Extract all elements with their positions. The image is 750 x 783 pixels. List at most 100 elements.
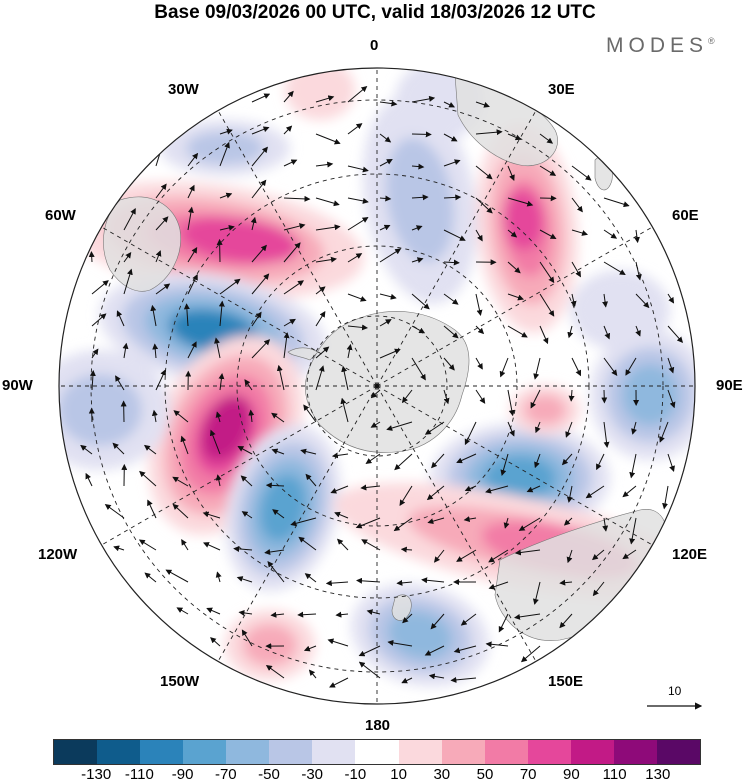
wind-vector-arrow [347,217,369,231]
wind-vector-arrow [443,293,459,305]
latitude-circle [306,315,448,457]
wind-vector-arrow [625,357,637,376]
wind-vector-arrow [411,95,436,103]
wind-vector-arrow [635,261,642,281]
meridian-line [376,220,664,387]
wind-vector-arrow [219,141,230,167]
wind-vector-arrow [370,389,381,399]
wind-vector-arrow [379,224,391,231]
wind-vector-arrow [210,637,221,647]
wind-vector-arrow [629,517,637,545]
meridian-line [376,385,664,552]
wind-vector-arrow [112,442,125,455]
wind-vector-arrow [315,365,325,391]
wind-vector-arrow [219,128,233,135]
wind-vector-arrow [215,474,222,487]
wind-vector-arrow [267,560,285,583]
colorbar-swatch-4 [226,740,270,764]
wind-vector-arrow [379,133,392,143]
wind-vector-arrow [360,484,381,491]
wind-vector-arrow [635,293,650,309]
wind-vector-arrow [421,577,445,584]
wind-vector-arrow [443,357,455,371]
land-polygon [287,347,319,361]
colorbar-swatch-13 [613,740,657,764]
land-polygon [391,594,412,621]
wind-vector-arrow [329,677,349,688]
wind-vector-arrow [155,283,171,295]
wind-vector-arrow [633,229,640,244]
wind-vector-arrow [155,216,169,231]
wind-vector-arrow [485,641,509,648]
wind-vector-arrow [303,645,317,652]
wind-vector-arrow [283,159,298,167]
colorbar-tick-label: -30 [301,766,324,783]
colorbar-swatch-11 [527,740,571,764]
wind-vector-arrow [347,165,369,173]
wind-vector-arrow [426,485,445,501]
wind-vector-arrow [394,453,413,471]
wind-vector-arrow [475,357,483,370]
wind-vector-arrow [331,452,349,459]
wind-vector-arrow [187,152,199,167]
wind-vector-arrow [203,542,221,551]
wind-vector-arrow [283,332,290,359]
wind-vector-arrow [507,421,515,437]
colorbar-swatch-2 [140,740,184,764]
wind-vector-arrow [283,223,306,231]
wind-vector-arrow [123,207,136,231]
wind-vector-arrow [251,273,270,295]
wind-vector-arrow [518,517,541,531]
colorbar-swatch-8 [398,740,442,764]
wind-vector-arrow [500,453,509,476]
wind-vector-arrow [498,613,509,633]
wind-vector-arrow [450,676,477,683]
wind-vector-arrow [346,343,353,359]
colorbar-swatch-10 [484,740,528,764]
wind-vector-arrow [355,517,381,529]
wind-vector-arrow [206,607,221,615]
wind-vector-arrow [233,545,253,552]
wind-vector-arrow [304,573,317,583]
wind-vector-arrow [358,661,381,679]
wind-vector-arrow [144,572,157,583]
lon-label-60w: 60W [45,207,76,224]
wind-vector-arrow [181,539,189,551]
wind-vector-arrow [240,475,253,487]
wind-vector-arrow [401,389,413,404]
wind-vector-arrow [596,453,605,471]
wind-vector-arrow [315,256,337,263]
wind-vector-arrow [283,90,294,103]
colorbar [53,739,701,765]
wind-vector-arrow [592,581,605,597]
lon-label-90e: 90E [716,377,743,394]
colorbar-swatch-0 [54,740,98,764]
wind-vector-arrow [335,611,349,618]
wind-vector-arrow [172,476,189,487]
wind-vector-arrow [539,293,555,317]
colorbar-swatch-14 [656,740,700,764]
anomaly-contour [622,364,678,426]
land-polygon [103,196,181,292]
wind-vector-arrow [379,100,398,107]
wind-vector-arrow [603,261,626,276]
wind-vector-arrow [507,325,528,338]
wind-vector-arrow [526,485,541,493]
wind-vector-arrow [534,421,541,434]
wind-vector-arrow [143,444,157,455]
colorbar-swatch-5 [269,740,313,764]
wind-vector-arrow [443,194,462,201]
lat-lon-graticule [59,68,695,704]
wind-vector-arrow [187,341,197,359]
wind-vector-arrow [443,325,459,339]
wind-vector-arrow [667,389,676,409]
wind-vector-arrow [122,342,129,359]
colorbar-tick-label: 30 [433,766,451,783]
wind-vector-arrow [187,246,198,263]
wind-vector-arrow [123,251,132,263]
wind-vector-arrow [356,577,381,584]
wind-vector-arrow [264,549,285,555]
wind-vector-arrow [91,313,107,327]
wind-vector-arrow [659,421,669,443]
wind-vector-arrow [379,293,397,300]
